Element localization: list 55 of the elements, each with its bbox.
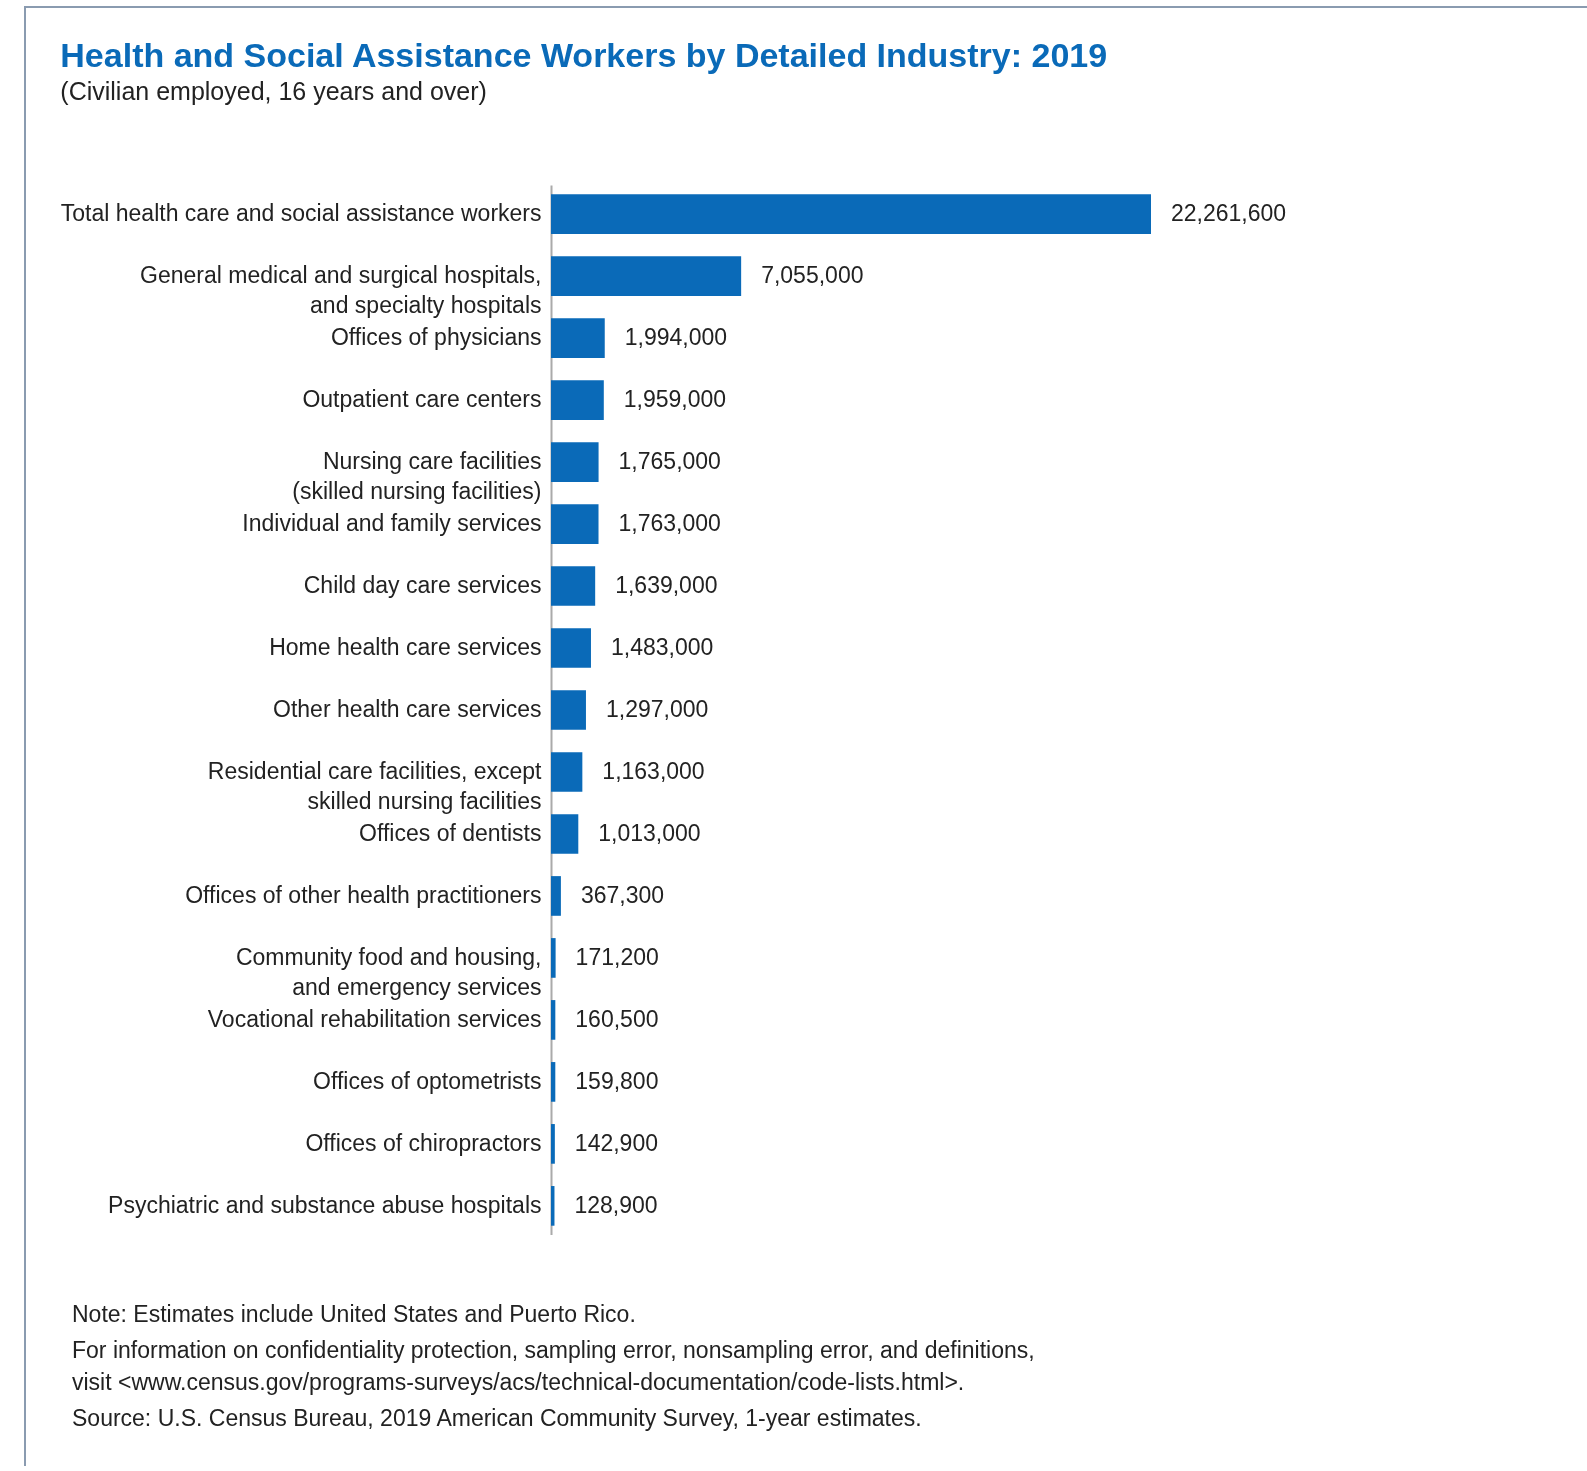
data-label: 1,763,000 xyxy=(618,510,721,537)
bar xyxy=(551,814,579,854)
data-label: 1,959,000 xyxy=(623,386,727,413)
y-tick-label: General medical and surgical hospitals, and specialty hospitals xyxy=(140,262,542,319)
y-tick-label: Psychiatric and substance abuse hospitals xyxy=(108,1191,542,1218)
y-tick-label: Home health care services xyxy=(269,634,542,661)
bar xyxy=(551,690,586,730)
bar xyxy=(551,504,599,544)
y-tick-label: Vocational rehabilitation services xyxy=(207,1005,542,1032)
y-tick-label: Offices of chiropractors xyxy=(305,1129,542,1156)
data-label: 1,765,000 xyxy=(618,448,721,475)
y-tick-label: Total health care and social assistance workers xyxy=(60,200,542,227)
y-tick-label: Offices of physicians xyxy=(330,324,542,351)
y-tick-label: Residential care facilities, except skilled nursing facilities xyxy=(207,757,543,814)
bar xyxy=(551,938,556,978)
bar xyxy=(551,628,591,668)
chart-title: Health and Social Assistance Workers by Detailed Industry: 2019 xyxy=(60,36,1108,74)
bar xyxy=(551,1062,556,1102)
source-note: Source: U.S. Census Bureau, 2019 American Community Survey, 1-year estimates. xyxy=(72,1404,923,1433)
data-label: 171,200 xyxy=(575,943,659,970)
bar xyxy=(551,1124,555,1164)
y-tick-label: Individual and family services xyxy=(242,510,542,537)
y-tick-label: Outpatient care centers xyxy=(302,386,542,413)
data-label: 1,013,000 xyxy=(598,819,701,846)
text: For information on confidentiality protection, sampling error, nonsampling error, and definitions, visit <www.census.gov/programs-surveys/acs/technical-documentation/code-lists.html>. xyxy=(72,1336,1035,1397)
y-tick-label: Offices of optometrists xyxy=(313,1067,542,1094)
y-tick-label: Nursing care facilities (skilled nursing facilities) xyxy=(292,448,542,505)
data-label: 7,055,000 xyxy=(761,262,864,289)
bar xyxy=(551,380,604,420)
data-label: 367,300 xyxy=(580,881,665,908)
data-label: 142,900 xyxy=(574,1129,658,1156)
y-tick-label: Child day care services xyxy=(303,572,542,599)
bar xyxy=(551,194,1151,234)
text: Note: Estimates include United States and Puerto Rico. xyxy=(72,1300,637,1329)
bar xyxy=(551,1000,556,1040)
bar xyxy=(551,318,605,358)
data-label: 1,297,000 xyxy=(605,696,709,722)
data-label: 1,163,000 xyxy=(602,757,705,784)
y-tick-label: Other health care services xyxy=(273,696,542,722)
data-label: 160,500 xyxy=(575,1005,659,1032)
data-label: 1,639,000 xyxy=(615,572,718,599)
data-label: 1,994,000 xyxy=(624,324,728,351)
bar xyxy=(551,256,742,296)
y-tick-label: Offices of dentists xyxy=(359,819,542,846)
data-label: 128,900 xyxy=(574,1191,658,1218)
y-tick-label: Offices of other health practitioners xyxy=(185,881,542,908)
bar xyxy=(551,752,583,792)
y-tick-label: Community food and housing, and emergency services xyxy=(235,943,542,1000)
data-label: 22,261,600 xyxy=(1171,200,1287,227)
bar xyxy=(551,442,599,482)
text: (Civilian employed, 16 years and over) xyxy=(60,77,487,105)
data-label: 1,483,000 xyxy=(610,634,714,661)
bar xyxy=(551,566,596,606)
bar xyxy=(551,876,561,916)
data-label: 159,800 xyxy=(575,1067,659,1094)
